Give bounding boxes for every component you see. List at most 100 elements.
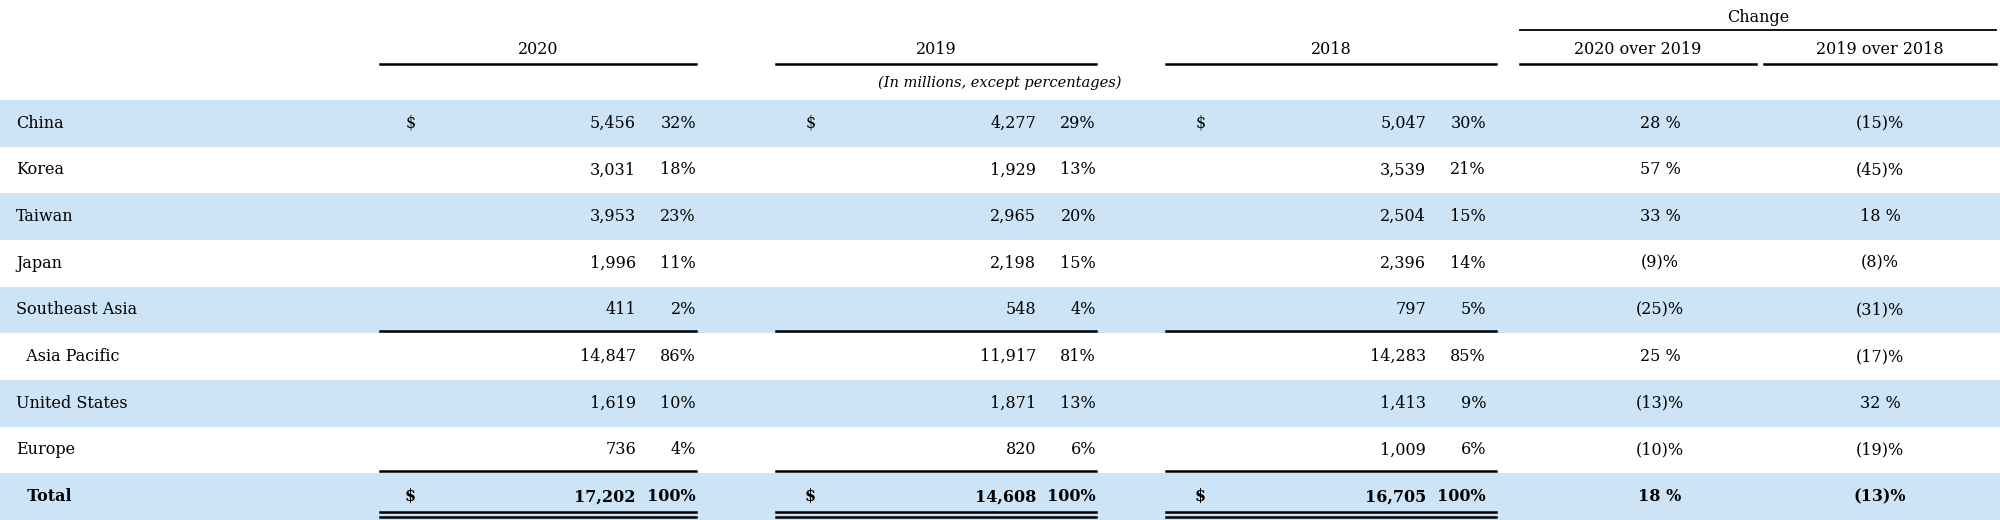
Text: 32%: 32% (660, 115, 696, 132)
Text: (45)%: (45)% (1856, 162, 1904, 178)
Text: 18 %: 18 % (1860, 208, 1900, 225)
Text: 21%: 21% (1450, 162, 1486, 178)
Bar (0, 100, 2000, 147)
Text: $: $ (406, 115, 416, 132)
Text: 17,202: 17,202 (574, 488, 636, 505)
Text: 32 %: 32 % (1860, 395, 1900, 412)
Text: Change: Change (1726, 9, 1790, 27)
Text: 2020: 2020 (518, 42, 558, 58)
Text: China: China (16, 115, 64, 132)
Bar (0, 427, 2000, 473)
Text: 16,705: 16,705 (1364, 488, 1426, 505)
Text: (17)%: (17)% (1856, 348, 1904, 365)
Bar (0, 333, 2000, 380)
Bar (0, 240, 2000, 287)
Text: 11,917: 11,917 (980, 348, 1036, 365)
Text: $: $ (1196, 115, 1206, 132)
Text: 4%: 4% (1070, 302, 1096, 318)
Text: $: $ (404, 488, 416, 505)
Text: 28 %: 28 % (1640, 115, 1680, 132)
Text: 6%: 6% (1460, 441, 1486, 459)
Text: United States: United States (16, 395, 128, 412)
Text: 10%: 10% (660, 395, 696, 412)
Text: (In millions, except percentages): (In millions, except percentages) (878, 76, 1122, 90)
Text: 13%: 13% (1060, 162, 1096, 178)
Text: 86%: 86% (660, 348, 696, 365)
Text: 1,619: 1,619 (590, 395, 636, 412)
Text: 5,456: 5,456 (590, 115, 636, 132)
Text: Japan: Japan (16, 255, 62, 272)
Text: 11%: 11% (660, 255, 696, 272)
Text: $: $ (1194, 488, 1206, 505)
Text: 18 %: 18 % (1638, 488, 1682, 505)
Text: 2019: 2019 (916, 42, 956, 58)
Text: 1,413: 1,413 (1380, 395, 1426, 412)
Text: 2,504: 2,504 (1380, 208, 1426, 225)
Text: 33 %: 33 % (1640, 208, 1680, 225)
Text: 14,847: 14,847 (580, 348, 636, 365)
Text: (13)%: (13)% (1636, 395, 1684, 412)
Text: (15)%: (15)% (1856, 115, 1904, 132)
Text: 9%: 9% (1460, 395, 1486, 412)
Text: 1,871: 1,871 (990, 395, 1036, 412)
Text: (10)%: (10)% (1636, 441, 1684, 459)
Text: 797: 797 (1396, 302, 1426, 318)
Text: 2019 over 2018: 2019 over 2018 (1816, 42, 1944, 58)
Text: $: $ (806, 115, 816, 132)
Text: (9)%: (9)% (1640, 255, 1680, 272)
Text: 2,198: 2,198 (990, 255, 1036, 272)
Text: (8)%: (8)% (1860, 255, 1900, 272)
Text: 1,009: 1,009 (1380, 441, 1426, 459)
Text: (13)%: (13)% (1854, 488, 1906, 505)
Text: 2,965: 2,965 (990, 208, 1036, 225)
Text: 2020 over 2019: 2020 over 2019 (1574, 42, 1702, 58)
Text: (19)%: (19)% (1856, 441, 1904, 459)
Text: 14%: 14% (1450, 255, 1486, 272)
Text: 85%: 85% (1450, 348, 1486, 365)
Text: 3,539: 3,539 (1380, 162, 1426, 178)
Text: Total: Total (16, 488, 72, 505)
Text: 3,031: 3,031 (590, 162, 636, 178)
Text: 100%: 100% (1438, 488, 1486, 505)
Text: Southeast Asia: Southeast Asia (16, 302, 138, 318)
Text: 81%: 81% (1060, 348, 1096, 365)
Text: 13%: 13% (1060, 395, 1096, 412)
Text: 29%: 29% (1060, 115, 1096, 132)
Bar (0, 193, 2000, 240)
Bar (0, 473, 2000, 520)
Text: 100%: 100% (648, 488, 696, 505)
Text: 548: 548 (1006, 302, 1036, 318)
Text: 2018: 2018 (1310, 42, 1352, 58)
Text: (31)%: (31)% (1856, 302, 1904, 318)
Text: 15%: 15% (1450, 208, 1486, 225)
Text: $: $ (804, 488, 816, 505)
Text: 25 %: 25 % (1640, 348, 1680, 365)
Text: 30%: 30% (1450, 115, 1486, 132)
Text: 20%: 20% (1060, 208, 1096, 225)
Text: Taiwan: Taiwan (16, 208, 74, 225)
Text: 1,996: 1,996 (590, 255, 636, 272)
Text: Europe: Europe (16, 441, 76, 459)
Text: 6%: 6% (1070, 441, 1096, 459)
Bar (0, 287, 2000, 333)
Text: 3,953: 3,953 (590, 208, 636, 225)
Text: 1,929: 1,929 (990, 162, 1036, 178)
Text: 736: 736 (606, 441, 636, 459)
Text: 2%: 2% (670, 302, 696, 318)
Text: 14,283: 14,283 (1370, 348, 1426, 365)
Bar (0, 147, 2000, 193)
Text: 4,277: 4,277 (990, 115, 1036, 132)
Text: 100%: 100% (1048, 488, 1096, 505)
Text: 2,396: 2,396 (1380, 255, 1426, 272)
Text: 5%: 5% (1460, 302, 1486, 318)
Bar (0, 380, 2000, 427)
Bar (0, 0, 2000, 100)
Text: 4%: 4% (670, 441, 696, 459)
Text: 411: 411 (606, 302, 636, 318)
Text: 18%: 18% (660, 162, 696, 178)
Text: (25)%: (25)% (1636, 302, 1684, 318)
Text: 57 %: 57 % (1640, 162, 1680, 178)
Text: Korea: Korea (16, 162, 64, 178)
Text: 15%: 15% (1060, 255, 1096, 272)
Text: 5,047: 5,047 (1380, 115, 1426, 132)
